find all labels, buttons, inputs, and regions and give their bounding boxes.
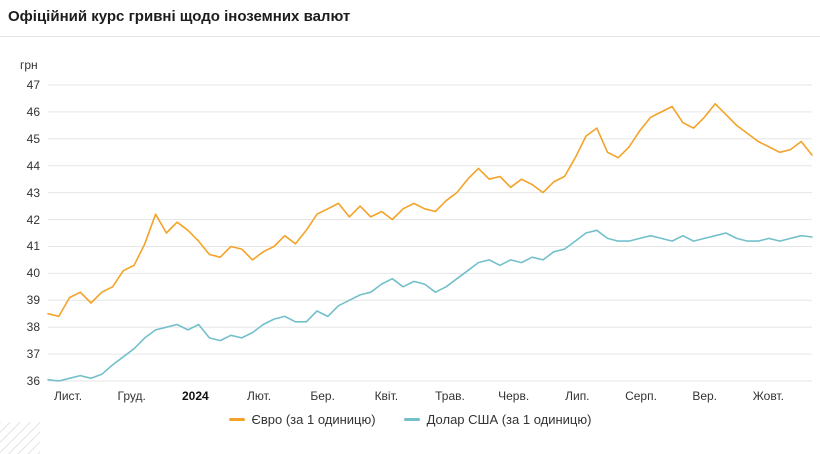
x-tick-label: Серп. [625,389,657,403]
y-tick-label: 45 [26,131,40,146]
y-tick-label: 38 [26,320,40,335]
chart-title: Офіційний курс гривні щодо іноземних вал… [8,8,351,25]
y-tick-label: 44 [26,158,40,173]
title-divider [0,36,820,37]
legend-item[interactable]: Долар США (за 1 одиницю) [403,412,592,427]
legend-label: Євро (за 1 одиницю) [251,412,376,427]
y-tick-label: 41 [26,239,40,254]
y-tick-label: 43 [26,185,40,200]
x-tick-label: 2024 [181,389,209,403]
x-tick-label: Жовт. [752,389,784,403]
chart-legend: Євро (за 1 одиницю) Долар США (за 1 одини… [0,412,820,427]
x-tick-label: Квіт. [374,389,399,403]
y-tick-label: 47 [26,78,40,92]
legend-swatch-icon [403,418,420,421]
x-tick-label: Вер. [692,389,717,403]
y-tick-label: 37 [26,347,40,362]
y-tick-label: 40 [26,266,40,281]
x-tick-label: Трав. [435,389,465,403]
x-tick-label: Лют. [246,389,272,403]
y-tick-label: 42 [26,212,40,227]
y-tick-label: 36 [26,374,40,388]
y-tick-label: 39 [26,293,40,308]
x-tick-label: Черв. [498,389,530,403]
y-axis-unit-label: грн [20,58,38,72]
legend-item[interactable]: Євро (за 1 одиницю) [228,412,376,427]
watermark-decoration [0,422,40,454]
y-tick-label: 46 [26,104,40,119]
legend-label: Долар США (за 1 одиницю) [426,412,592,427]
x-tick-label: Лист. [53,389,83,403]
x-tick-label: Груд. [117,389,146,403]
x-tick-label: Лип. [565,389,590,403]
legend-swatch-icon [228,418,245,421]
x-tick-label: Бер. [310,389,335,403]
